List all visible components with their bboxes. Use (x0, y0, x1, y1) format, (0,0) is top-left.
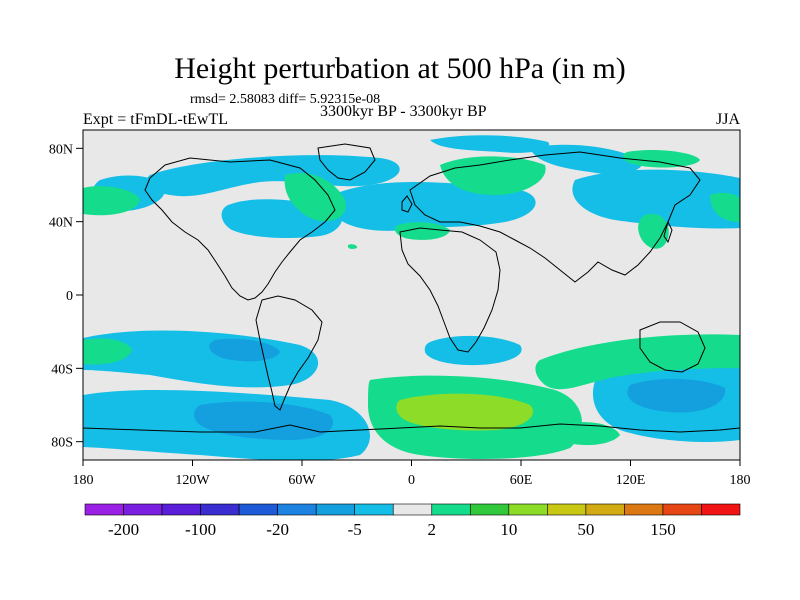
colorbar-swatch (701, 503, 741, 516)
longitude-axis: 180 120W 60W 0 60E 120E 180 (73, 460, 751, 488)
colorbar-label: -5 (348, 520, 362, 539)
colorbar-swatch (431, 503, 471, 516)
coast-south-america (255, 295, 323, 411)
lat-tick-label: 40N (49, 216, 73, 231)
colorbar-label: -200 (108, 520, 139, 539)
lat-tick-label: 80S (51, 436, 73, 451)
colorbar-label: 2 (428, 520, 437, 539)
colorbar-label: 50 (577, 520, 594, 539)
coast-greenland (317, 143, 376, 181)
coast-japan (663, 220, 673, 244)
latitude-axis: 80N 40N 0 40S 80S (49, 142, 83, 451)
field-siberia-blue (430, 135, 550, 153)
field-spacific-inner (209, 338, 280, 362)
period-label: 3300kyr BP - 3300kyr BP (320, 103, 487, 120)
lon-tick-label: 60E (510, 473, 533, 488)
colorbar-swatch (315, 503, 356, 516)
lon-tick-label: 180 (73, 473, 94, 488)
field-atlantic-green (347, 244, 358, 249)
field-asia-blue (530, 144, 642, 175)
field-spacific-green (83, 338, 132, 365)
coast-australia (639, 321, 706, 373)
lon-tick-label: 60W (288, 473, 316, 488)
lon-tick-label: 0 (408, 473, 415, 488)
colorbar-swatch (662, 503, 702, 516)
field-sindian-blue (424, 335, 522, 366)
coastlines (83, 143, 740, 433)
lat-tick-label: 40S (51, 362, 73, 377)
colorbar-swatch (469, 503, 510, 516)
field-canada-green (284, 172, 346, 222)
colorbar-swatch (123, 503, 163, 516)
coast-north-america (144, 157, 336, 301)
field-antarctic-green (553, 422, 620, 446)
colorbar-swatch (277, 503, 317, 516)
colorbar-swatch (354, 503, 394, 516)
stats-text: rmsd= 2.58083 diff= 5.92315e-08 (190, 92, 381, 107)
field-asia-green (622, 149, 700, 168)
experiment-label: Expt = tFmDL-tEwTL (83, 111, 229, 128)
colorbar-swatch (200, 503, 240, 516)
lat-tick-label: 0 (66, 289, 73, 304)
field-greenland-blue (146, 155, 400, 197)
field-australia-inner (627, 378, 726, 413)
colorbar: -200 -100 -20 -5 2 10 50 150 (84, 503, 741, 539)
field-npacific-green (83, 186, 140, 216)
field-npacific-e-green (710, 192, 740, 222)
colorbar-swatch (585, 503, 625, 516)
colorbar-swatch (392, 503, 433, 516)
field-japan-green (638, 213, 669, 249)
field-south-atlantic-yellow (396, 393, 534, 431)
colorbar-swatch (161, 503, 201, 516)
colorbar-label: 10 (500, 520, 517, 539)
field-europe-green (440, 156, 546, 195)
season-label: JJA (716, 111, 741, 128)
coast-eurasia (409, 151, 701, 283)
lat-tick-label: 80N (49, 142, 73, 157)
coast-uk (401, 195, 413, 213)
field-southern-inner (194, 401, 334, 440)
colorbar-swatch (84, 503, 124, 516)
figure-title: Height perturbation at 500 hPa (in m) (174, 52, 626, 85)
colorbar-label: -20 (266, 520, 289, 539)
colorbar-label: -100 (185, 520, 216, 539)
colorbar-label: 150 (650, 520, 676, 539)
field-e-asia-blue (572, 169, 740, 229)
field-west-europe-green (394, 222, 450, 240)
colorbar-swatch (547, 503, 587, 516)
field-indian-green-band (535, 334, 740, 390)
lon-tick-label: 120W (175, 473, 210, 488)
coast-antarctica (83, 423, 740, 433)
colorbar-swatch (508, 503, 548, 516)
lon-tick-label: 120E (616, 473, 646, 488)
colorbar-swatch (624, 503, 664, 516)
anomaly-fields (83, 135, 740, 460)
coast-africa (399, 227, 501, 353)
lon-tick-label: 180 (730, 473, 751, 488)
colorbar-swatch (238, 503, 278, 516)
map-panel (83, 130, 740, 460)
